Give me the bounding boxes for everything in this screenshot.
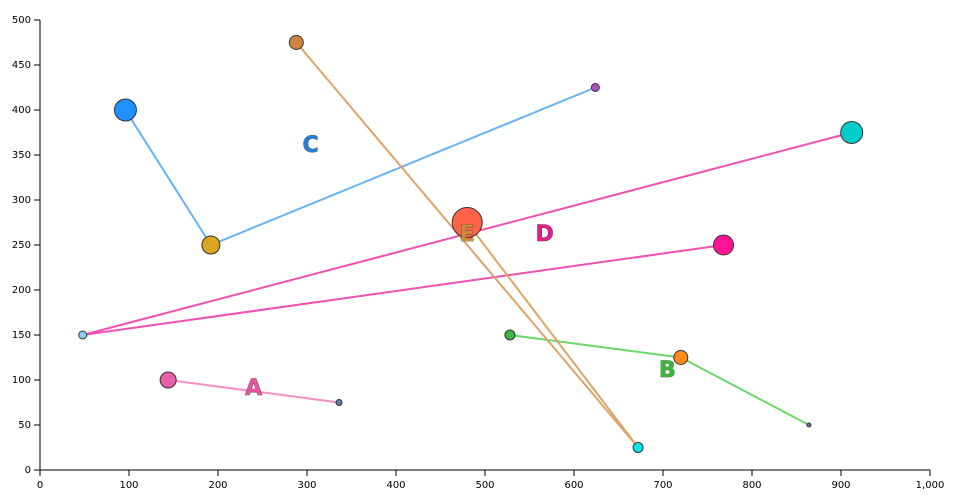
data-point-b-1: [504, 329, 516, 341]
x-axis: 0 100 200 300 400 500 600 700 800 900 1,000: [37, 469, 945, 491]
data-point-c-1: [113, 98, 137, 122]
y-tick-label: 150: [12, 330, 31, 341]
x-tick-label: 0: [37, 480, 43, 491]
y-axis: 0 50 100 150 200 250 300 350 400 450 500: [12, 15, 41, 476]
y-tick-label: 0: [25, 465, 31, 476]
data-point-d-3: [713, 234, 735, 256]
x-tick-label: 600: [564, 480, 583, 491]
group-labels: A B C D E: [245, 133, 676, 402]
data-points: [78, 35, 864, 453]
x-tick-label: 500: [475, 480, 494, 491]
y-tick-label: 400: [12, 105, 31, 116]
data-point-e-1: [288, 35, 304, 50]
data-point-e-3: [451, 207, 483, 238]
x-tick-label: 400: [386, 480, 405, 491]
y-tick-label: 50: [18, 420, 31, 431]
y-tick-label: 350: [12, 150, 31, 161]
group-label-d: D: [535, 222, 553, 247]
x-tick-label: 700: [653, 480, 672, 491]
y-tick-label: 300: [12, 195, 31, 206]
y-tick-label: 250: [12, 240, 31, 251]
y-tick-label: 200: [12, 285, 31, 296]
x-tick-label: 1,000: [916, 480, 945, 491]
y-tick-label: 450: [12, 60, 31, 71]
data-point-c-3: [590, 83, 600, 92]
data-point-b-2: [673, 350, 689, 365]
group-label-c: C: [302, 133, 318, 158]
data-point-a-1: [159, 371, 177, 389]
data-point-e-2: [632, 442, 644, 453]
data-point-d-1: [840, 121, 864, 144]
y-tick-label: 500: [12, 15, 31, 26]
data-point-c-2: [201, 235, 221, 255]
x-tick-label: 100: [119, 480, 138, 491]
data-point-d-2: [78, 330, 88, 340]
data-point-b-3: [806, 422, 812, 428]
series-line-a: [168, 379, 340, 404]
group-label-e: E: [460, 222, 475, 247]
x-tick-label: 900: [831, 480, 850, 491]
y-tick-label: 100: [12, 375, 31, 386]
x-tick-label: 800: [742, 480, 761, 491]
series-line-c: [124, 86, 596, 247]
data-point-a-2: [335, 399, 343, 406]
x-tick-label: 300: [297, 480, 316, 491]
x-tick-label: 200: [208, 480, 227, 491]
group-label-a: A: [245, 376, 262, 401]
group-label-b: B: [659, 358, 676, 383]
